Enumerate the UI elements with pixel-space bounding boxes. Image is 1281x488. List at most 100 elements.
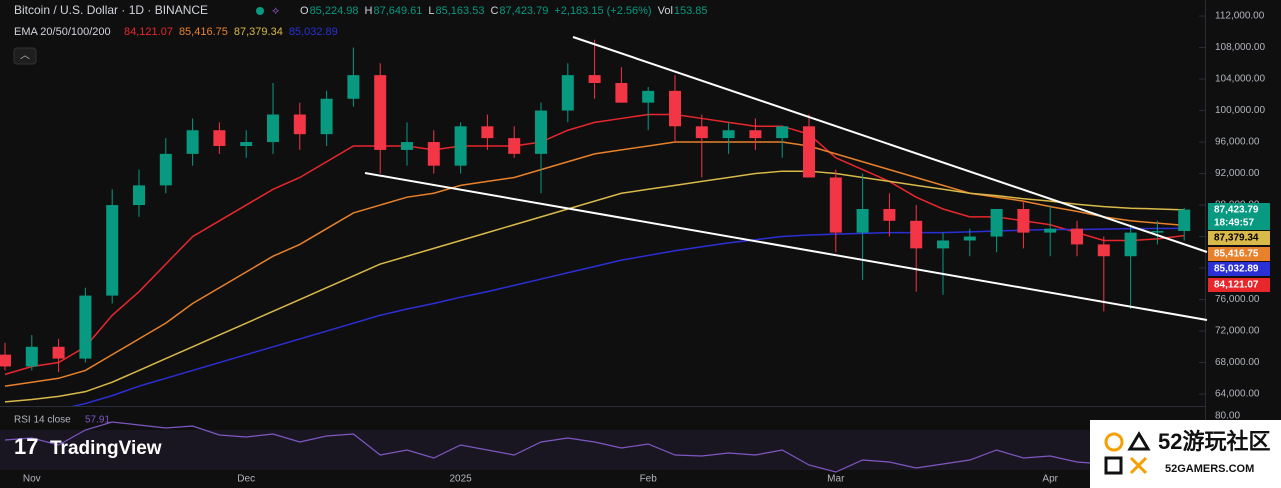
x-tick-label: Dec [237,474,255,485]
ema-value: 85,032.89 [289,26,338,38]
rsi-value: 57.91 [85,415,110,426]
candle-body [1071,228,1083,245]
tradingview-logo: 17 TradingView [14,434,162,459]
candle-body [1178,209,1191,232]
y-tick-label: 100,000.00 [1215,105,1265,116]
watermark-site: 52GAMERS.COM [1165,463,1254,475]
price-pane [0,15,1205,406]
candle-body [803,126,815,178]
candle-body [588,75,601,83]
legend: Bitcoin / U.S. Dollar · 1D · BINANCE ⟡ O… [13,3,1240,426]
symbol-title: Bitcoin / U.S. Dollar · 1D · BINANCE [14,3,208,17]
candle-body [427,142,440,166]
logo-mark: 17 [14,434,38,459]
icon: ⟡ [272,5,279,17]
rsi-tick: 80.00 [1215,411,1240,422]
y-tick-label: 92,000.00 [1215,168,1260,179]
ohlc-text: 87,423.79 [499,5,548,17]
candle-body [856,208,869,233]
price-tag-text: 87,423.79 [1214,205,1259,216]
candle-body [347,75,360,99]
candle-body [722,130,735,139]
candle-body [1097,244,1110,257]
y-tick-label: 72,000.00 [1215,326,1260,337]
ohlc-text: 85,224.98 [310,5,359,17]
candle-body [106,205,119,296]
collapse-button[interactable] [13,47,37,65]
price-tag [1208,247,1270,261]
candle-body [535,110,547,154]
ohlc-text: +2,183.15 (+2.56%) [554,5,651,17]
y-tick-label: 104,000.00 [1215,74,1265,85]
candle-body [883,208,896,221]
ema-line [4,141,1185,387]
y-tick-label: 96,000.00 [1215,137,1260,148]
ema-value: 87,379.34 [234,26,283,38]
ema-line [4,113,1185,376]
rsi-line [4,421,1185,473]
y-tick-label: 68,000.00 [1215,357,1260,368]
candle-body [990,208,1003,237]
candle-body [749,130,762,139]
price-tag-text: 85,032.89 [1214,264,1259,275]
ohlc-text: 85,163.53 [436,5,485,17]
x-tick-label: Apr [1042,474,1058,485]
ema-label: EMA 20/50/100/200 [14,26,111,38]
ohlc-text: L [428,5,434,17]
watermark: 52游玩社区 52GAMERS.COM [1090,420,1281,488]
y-tick-label: 76,000.00 [1215,294,1260,305]
y-tick-label: 64,000.00 [1215,389,1260,400]
candle-body [508,138,521,154]
price-tag [1208,216,1270,230]
candle-body [293,114,306,135]
wm-icon [1127,431,1151,451]
ohlc-text: H [365,5,373,17]
price-tag-text: 18:49:57 [1214,218,1254,229]
trendline-lower [364,172,1208,321]
candle-body [695,126,708,139]
candle-body [481,126,494,139]
candle-body [642,90,655,103]
candle-body [133,185,145,206]
candle-body [401,142,413,150]
x-tick-label: Mar [827,474,845,485]
ohlc-text: 153.85 [674,5,708,17]
wm-icon [1104,432,1124,452]
trendline-upper [572,36,1208,253]
candle-body [776,126,789,139]
candle-body [963,236,976,241]
candle-body [937,240,949,249]
price-tag-text: 87,379.34 [1214,233,1259,244]
wm-icon [1129,456,1148,475]
price-tag [1208,278,1270,292]
candle-body [52,346,65,359]
candle-body [79,295,92,359]
candle-body [213,130,226,146]
ema-line [71,227,1185,406]
candle-body [615,82,628,103]
wm-icon [1104,456,1123,475]
price-axis: 64,000.0068,000.0072,000.0076,000.0080,0… [23,11,1270,485]
x-tick-label: Nov [23,474,41,485]
candle-body [1017,208,1030,233]
price-tag [1208,231,1270,245]
candle-body [1151,231,1164,233]
candle-body [561,75,574,111]
candle-body [669,90,681,127]
candle-body [267,114,279,143]
ohlc-text: 87,649.61 [373,5,422,17]
collapse-icon[interactable]: ︿ [20,51,30,62]
rsi-band [0,430,1205,470]
candle-body [240,142,253,146]
logo-text: TradingView [50,438,162,459]
ohlc-text: O [300,5,309,17]
ema-value: 85,416.75 [179,26,228,38]
price-tag [1208,203,1270,217]
price-tag-text: 84,121.07 [1214,280,1259,291]
x-tick-label: Feb [640,474,658,485]
rsi-pane [0,421,1205,473]
status-dot [256,7,264,15]
watermark-bg [1090,420,1281,488]
